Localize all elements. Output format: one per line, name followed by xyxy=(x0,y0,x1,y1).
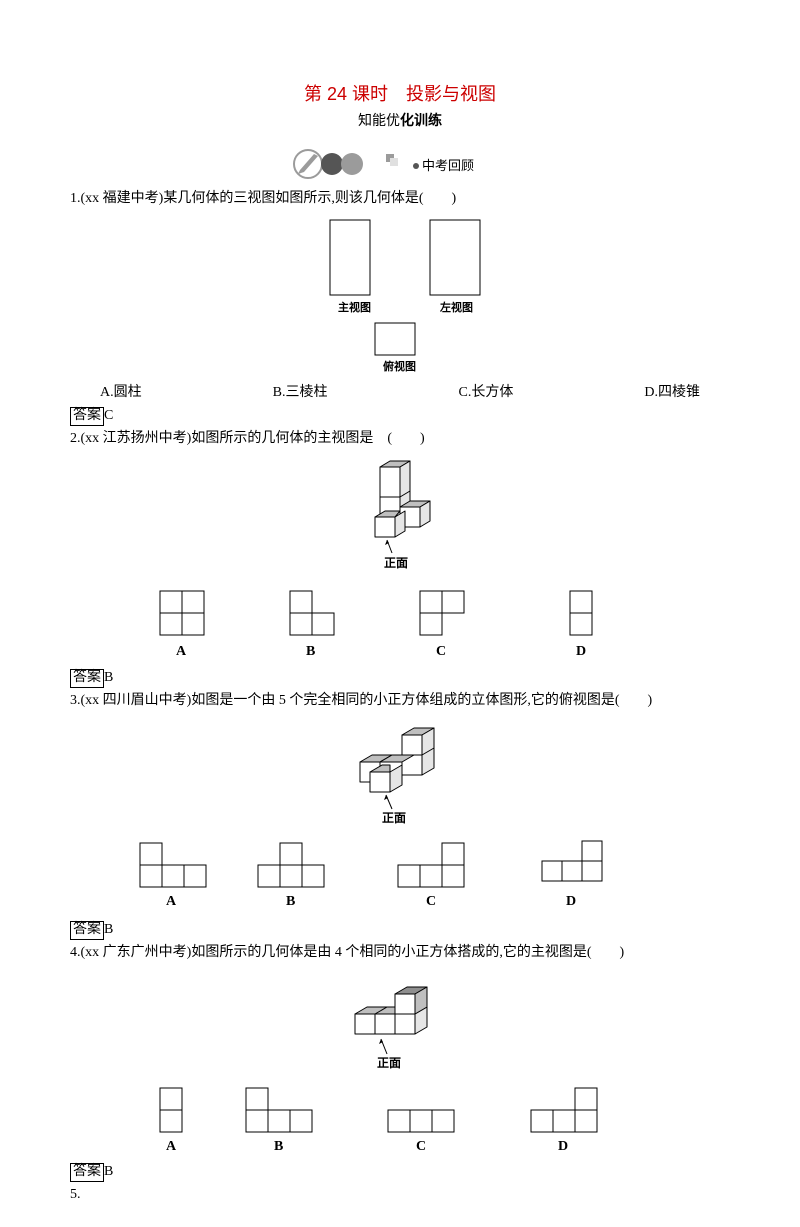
svg-text:C: C xyxy=(426,894,436,909)
q4-ans: B xyxy=(104,1164,113,1179)
svg-text:B: B xyxy=(274,1139,283,1154)
q1-opt-b: B.三棱柱 xyxy=(273,381,328,401)
q2-answer: 答案B xyxy=(70,667,730,688)
q4-figure: 正面 xyxy=(325,969,475,1074)
q5-text: 5. xyxy=(70,1184,730,1205)
svg-text:正面: 正面 xyxy=(384,556,408,570)
q2-text: 2.(xx 江苏扬州中考)如图所示的几何体的主视图是 ( ) xyxy=(70,428,730,449)
q1-opt-a: A.圆柱 xyxy=(100,381,142,401)
page-title: 第 24 课时 投影与视图 xyxy=(70,80,730,106)
svg-text:D: D xyxy=(558,1139,568,1154)
q1-answer: 答案C xyxy=(70,405,730,426)
brush-icon: 中考回顾 xyxy=(290,144,510,180)
page-subtitle: 知能优化训练 xyxy=(70,110,730,130)
svg-text:B: B xyxy=(286,894,295,909)
q2-figure: 正面 xyxy=(330,455,470,575)
q1-figure: 主视图 左视图 俯视图 xyxy=(270,215,530,375)
section-decor: 中考回顾 xyxy=(70,138,730,186)
svg-text:C: C xyxy=(436,644,446,659)
svg-text:左视图: 左视图 xyxy=(439,300,473,314)
q3-answer: 答案B xyxy=(70,919,730,940)
svg-text:C: C xyxy=(416,1139,426,1154)
q4-answer: 答案B xyxy=(70,1161,730,1182)
svg-text:B: B xyxy=(306,644,315,659)
q2-options-fig: A B C D xyxy=(130,581,670,661)
q4-text: 4.(xx 广东广州中考)如图所示的几何体是由 4 个相同的小正方体搭成的,它的… xyxy=(70,942,730,963)
q1-text: 1.(xx 福建中考)某几何体的三视图如图所示,则该几何体是( ) xyxy=(70,188,730,209)
subtitle-bold: 化训练 xyxy=(400,114,442,129)
q3-ans: B xyxy=(104,922,113,937)
answer-label: 答案 xyxy=(70,1163,104,1182)
q2-ans: B xyxy=(104,670,113,685)
q3-options-fig: A B C D xyxy=(120,833,680,913)
svg-text:D: D xyxy=(576,644,586,659)
answer-label: 答案 xyxy=(70,669,104,688)
svg-text:正面: 正面 xyxy=(382,811,406,825)
svg-text:A: A xyxy=(166,1139,177,1154)
q1-opt-d: D.四棱锥 xyxy=(644,381,700,401)
svg-text:正面: 正面 xyxy=(377,1056,401,1070)
svg-text:A: A xyxy=(176,644,187,659)
answer-label: 答案 xyxy=(70,407,104,426)
q4-options-fig: A B C D xyxy=(120,1080,680,1155)
svg-text:俯视图: 俯视图 xyxy=(383,359,416,373)
svg-text:D: D xyxy=(566,894,576,909)
q3-figure: 正面 xyxy=(320,717,480,827)
q1-ans: C xyxy=(104,408,113,423)
section-label: 中考回顾 xyxy=(422,158,474,173)
answer-label: 答案 xyxy=(70,921,104,940)
q3-text: 3.(xx 四川眉山中考)如图是一个由 5 个完全相同的小正方体组成的立体图形,… xyxy=(70,690,730,711)
svg-text:A: A xyxy=(166,894,177,909)
q1-options: A.圆柱 B.三棱柱 C.长方体 D.四棱锥 xyxy=(70,381,730,401)
q1-opt-c: C.长方体 xyxy=(459,381,514,401)
svg-text:主视图: 主视图 xyxy=(338,300,371,314)
subtitle-pre: 知能优 xyxy=(358,114,400,129)
